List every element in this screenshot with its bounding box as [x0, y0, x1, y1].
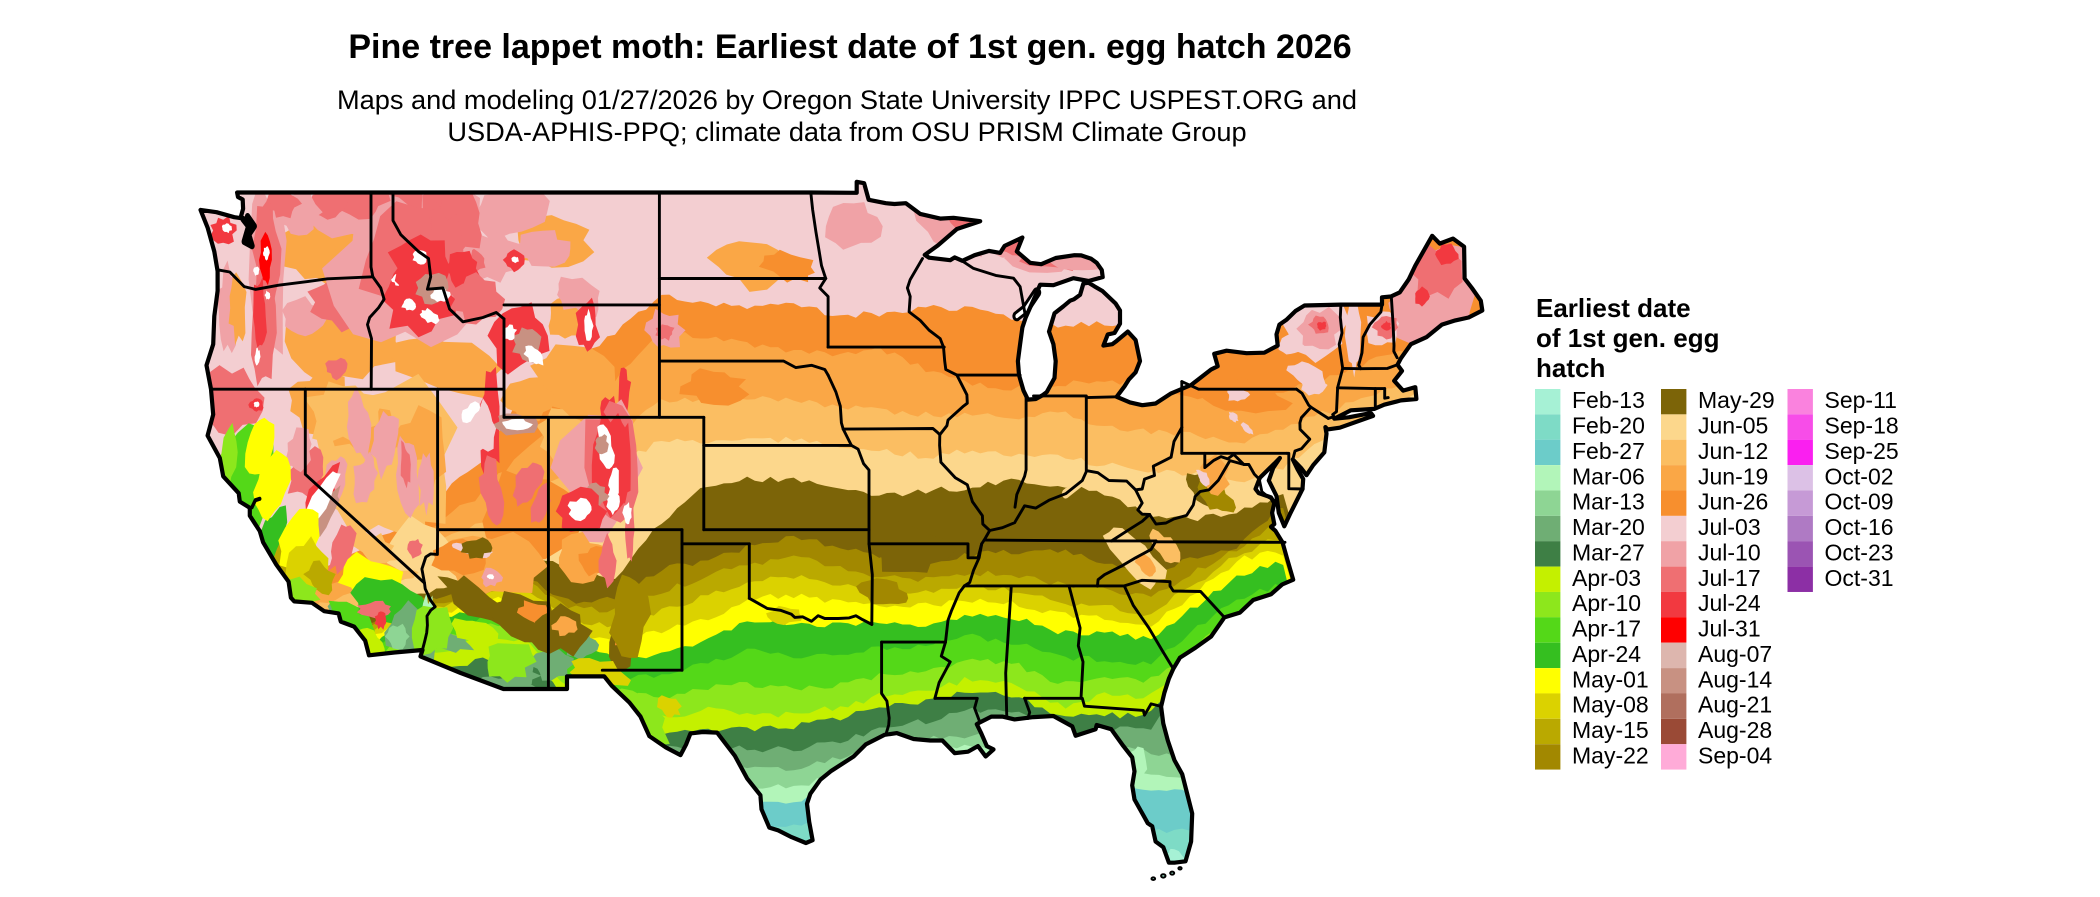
svg-text:Sep-11: Sep-11	[1825, 387, 1897, 413]
svg-text:Oct-23: Oct-23	[1825, 539, 1894, 565]
svg-text:Apr-17: Apr-17	[1572, 616, 1641, 642]
svg-text:Maps and modeling 01/27/2026 b: Maps and modeling 01/27/2026 by Oregon S…	[337, 84, 1357, 115]
svg-text:May-15: May-15	[1572, 717, 1649, 743]
svg-text:Jun-19: Jun-19	[1698, 463, 1768, 489]
svg-text:Oct-16: Oct-16	[1825, 514, 1894, 540]
svg-text:Mar-20: Mar-20	[1572, 514, 1645, 540]
svg-text:Aug-28: Aug-28	[1698, 717, 1772, 743]
svg-text:May-22: May-22	[1572, 742, 1649, 768]
svg-text:May-29: May-29	[1698, 387, 1775, 413]
svg-text:Pine tree lappet moth: Earlies: Pine tree lappet moth: Earliest date of …	[348, 28, 1351, 66]
svg-text:Jun-26: Jun-26	[1698, 489, 1768, 515]
svg-text:Jul-31: Jul-31	[1698, 616, 1761, 642]
svg-text:Sep-18: Sep-18	[1825, 413, 1899, 439]
svg-text:Oct-09: Oct-09	[1825, 489, 1894, 515]
svg-text:Sep-04: Sep-04	[1698, 742, 1772, 768]
svg-text:Aug-14: Aug-14	[1698, 666, 1772, 692]
svg-text:May-01: May-01	[1572, 666, 1649, 692]
svg-text:Oct-02: Oct-02	[1825, 463, 1894, 489]
svg-text:Sep-25: Sep-25	[1825, 438, 1899, 464]
svg-text:hatch: hatch	[1536, 353, 1605, 383]
svg-text:Aug-21: Aug-21	[1698, 692, 1772, 718]
svg-text:Jul-24: Jul-24	[1698, 590, 1761, 616]
svg-text:Mar-06: Mar-06	[1572, 463, 1645, 489]
svg-text:Jun-12: Jun-12	[1698, 438, 1768, 464]
svg-text:USDA-APHIS-PPQ; climate data f: USDA-APHIS-PPQ; climate data from OSU PR…	[447, 116, 1246, 147]
svg-text:Jul-10: Jul-10	[1698, 539, 1761, 565]
svg-text:Aug-07: Aug-07	[1698, 641, 1772, 667]
svg-text:May-08: May-08	[1572, 692, 1649, 718]
svg-text:Earliest date: Earliest date	[1536, 293, 1691, 323]
svg-text:Jul-17: Jul-17	[1698, 565, 1761, 591]
svg-text:Apr-03: Apr-03	[1572, 565, 1641, 591]
svg-text:Jun-05: Jun-05	[1698, 413, 1768, 439]
svg-text:Mar-27: Mar-27	[1572, 539, 1645, 565]
svg-text:Feb-27: Feb-27	[1572, 438, 1645, 464]
svg-text:Feb-13: Feb-13	[1572, 387, 1645, 413]
svg-text:Feb-20: Feb-20	[1572, 413, 1645, 439]
svg-text:Mar-13: Mar-13	[1572, 489, 1645, 515]
svg-text:Apr-24: Apr-24	[1572, 641, 1641, 667]
svg-text:Oct-31: Oct-31	[1825, 565, 1894, 591]
svg-text:of 1st gen. egg: of 1st gen. egg	[1536, 323, 1719, 353]
svg-text:Jul-03: Jul-03	[1698, 514, 1761, 540]
svg-text:Apr-10: Apr-10	[1572, 590, 1641, 616]
